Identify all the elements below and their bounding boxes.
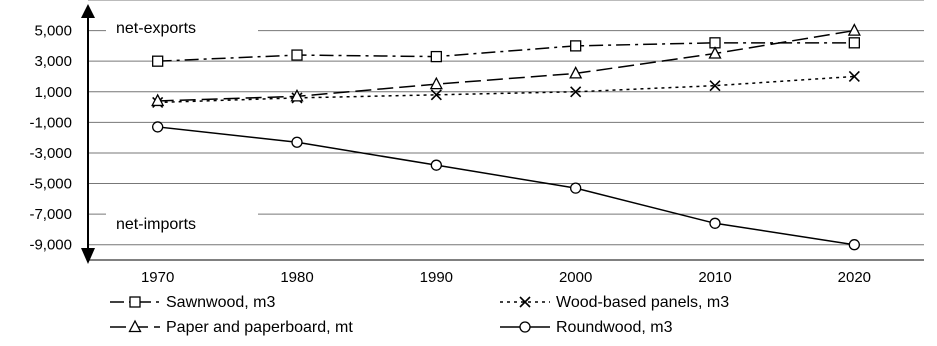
marker-circle	[152, 121, 164, 133]
series-1	[152, 37, 860, 67]
y-tick-label: 3,000	[34, 53, 72, 70]
marker-circle	[291, 136, 303, 148]
y-tick-label: -5,000	[29, 176, 72, 193]
series-line	[157, 42, 855, 62]
marker-square	[430, 50, 442, 63]
marker-square	[291, 49, 303, 61]
legend: Sawnwood, m3 Wood-based panels, m3 Paper a…	[110, 294, 729, 336]
y-tick-label: 1,000	[34, 84, 72, 101]
y-tick-label: -3,000	[29, 145, 72, 162]
legend-label: Wood-based panels, m3	[556, 294, 729, 311]
series-lines	[151, 23, 861, 251]
marker-x	[570, 86, 582, 98]
marker-triangle	[847, 23, 861, 36]
net-exports-label-box	[106, 14, 258, 41]
x-tick-label: 1970	[141, 269, 174, 286]
series-2	[152, 70, 860, 109]
net-trade-axis-arrow	[81, 4, 95, 264]
y-tick-label: 5,000	[34, 23, 72, 40]
x-axis-tick-labels: 1970 1980 1990 2000 2010 2020	[141, 269, 871, 286]
marker-triangle	[429, 76, 443, 90]
marker-x	[848, 70, 860, 83]
net-exports-label: net-exports	[116, 20, 196, 37]
marker-square	[129, 296, 141, 308]
x-tick-label: 1980	[280, 269, 313, 286]
net-imports-label-box	[106, 210, 258, 238]
marker-triangle	[290, 88, 304, 102]
y-tick-label: -1,000	[29, 114, 72, 131]
marker-triangle	[151, 93, 165, 107]
series-line	[157, 29, 855, 102]
arrow-head-up	[81, 4, 95, 18]
marker-square	[848, 37, 860, 49]
marker-x	[430, 89, 442, 101]
arrow-head-down	[81, 248, 95, 264]
marker-square	[570, 40, 582, 52]
marker-circle	[519, 321, 531, 333]
marker-triangle	[569, 66, 583, 79]
y-tick-label: -7,000	[29, 206, 72, 223]
legend-item: Sawnwood, m3	[110, 294, 275, 311]
y-axis-tick-labels: 5,000 3,000 1,000 -1,000 -3,000 -5,000 -7,000 -…	[29, 23, 72, 254]
x-tick-label: 2020	[838, 269, 871, 286]
marker-x	[709, 80, 721, 92]
marker-circle	[709, 217, 721, 229]
marker-triangle	[708, 46, 722, 59]
series-4	[152, 121, 860, 251]
legend-label: Sawnwood, m3	[166, 294, 275, 311]
x-tick-label: 1990	[420, 269, 453, 286]
y-tick-label: -9,000	[29, 237, 72, 254]
legend-label: Paper and paperboard, mt	[166, 319, 353, 336]
marker-triangle	[128, 319, 142, 333]
marker-circle	[430, 159, 442, 171]
series-3	[151, 23, 861, 107]
x-tick-label: 2010	[698, 269, 731, 286]
marker-square	[152, 55, 164, 67]
legend-label: Roundwood, m3	[556, 319, 673, 336]
series-line	[157, 126, 855, 246]
legend-item: Wood-based panels, m3	[500, 294, 729, 311]
x-tick-label: 2000	[559, 269, 592, 286]
marker-circle	[848, 239, 860, 251]
legend-item: Paper and paperboard, mt	[110, 319, 353, 336]
net-imports-label: net-imports	[116, 216, 196, 233]
marker-x	[519, 296, 531, 308]
series-line	[157, 75, 855, 104]
legend-item: Roundwood, m3	[500, 319, 673, 336]
marker-circle	[570, 182, 582, 194]
